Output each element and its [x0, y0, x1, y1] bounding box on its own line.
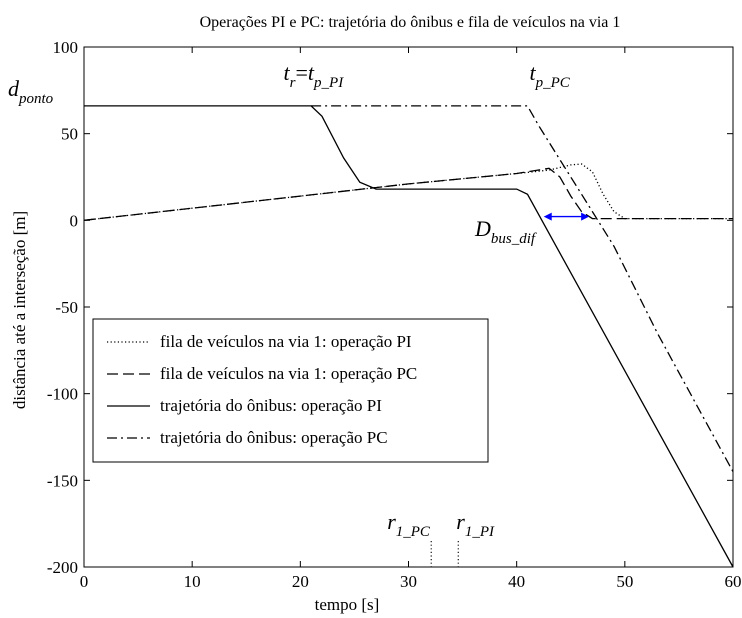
legend-entry-4: trajetória do ônibus: operação PC	[160, 428, 388, 447]
label-r1-pc: r1_PC	[387, 509, 431, 540]
legend-box	[92, 318, 489, 463]
y-tick-label: 50	[61, 125, 78, 144]
legend-entry-2: fila de veículos na via 1: operação PC	[160, 364, 417, 383]
x-tick-label: 0	[80, 572, 89, 591]
y-tick-label: 100	[53, 38, 79, 57]
label-tp-pc: tp_PC	[529, 60, 570, 91]
plot-frame	[83, 46, 734, 568]
label-d-ponto: dponto	[8, 76, 54, 107]
d-bus-dif-arrow-head-right	[581, 212, 590, 221]
y-tick-label: -150	[47, 471, 78, 490]
x-axis: 0 10 20 30 40 50 60	[80, 47, 742, 591]
x-tick-label: 10	[184, 572, 201, 591]
series-line-2	[83, 167, 733, 221]
plot-area	[83, 46, 734, 568]
series-layer	[83, 105, 734, 568]
y-tick-label: -100	[47, 385, 78, 404]
y-axis-label: distância até a interseção [m]	[10, 211, 29, 409]
series-line-1	[83, 163, 733, 221]
y-axis: -200 -150 -100 -50 0 50 100	[47, 38, 733, 577]
annotation-layer: dponto tr=tp_PI tp_PC Dbus_dif r1_PC r1_PI	[8, 60, 590, 567]
y-tick-label: -200	[47, 558, 78, 577]
x-tick-label: 30	[400, 572, 417, 591]
label-tr-tp-pi: tr=tp_PI	[284, 60, 345, 91]
series-line-3	[84, 105, 734, 568]
y-tick-label: 0	[70, 211, 79, 230]
d-bus-dif-arrow-head-left	[543, 212, 552, 221]
legend: fila de veículos na via 1: operação PI fi…	[92, 318, 489, 463]
label-d-bus-dif: Dbus_dif	[474, 216, 537, 247]
series-line-4	[311, 105, 734, 473]
x-tick-label: 60	[725, 572, 742, 591]
legend-entry-1: fila de veículos na via 1: operação PI	[160, 332, 412, 351]
chart-title: Operações PI e PC: trajetória do ônibus …	[200, 14, 621, 31]
legend-entry-3: trajetória do ônibus: operação PI	[160, 396, 382, 415]
x-tick-label: 40	[508, 572, 525, 591]
label-r1-pi: r1_PI	[456, 509, 495, 540]
x-tick-label: 50	[616, 572, 633, 591]
x-tick-label: 20	[292, 572, 309, 591]
x-axis-label: tempo [s]	[315, 595, 380, 614]
y-tick-label: -50	[55, 298, 78, 317]
